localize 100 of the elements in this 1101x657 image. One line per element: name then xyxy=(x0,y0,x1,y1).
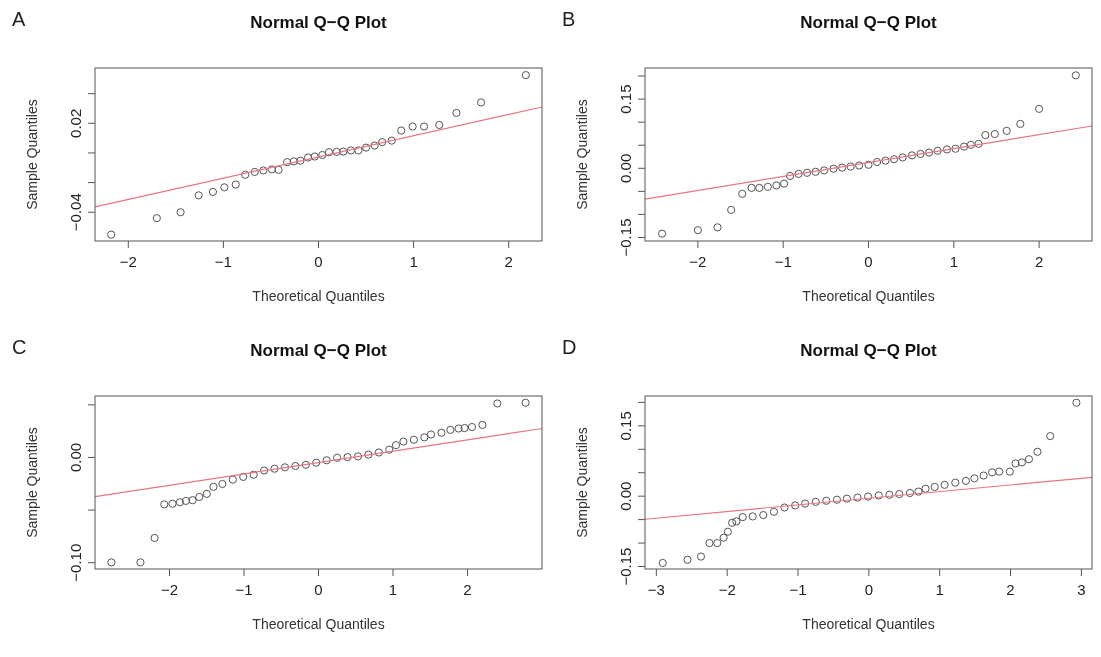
point xyxy=(696,552,706,561)
point xyxy=(1017,458,1026,467)
point xyxy=(874,491,883,500)
point xyxy=(136,558,145,567)
point xyxy=(905,488,915,498)
y-tick-label: 0.00 xyxy=(617,153,634,183)
point xyxy=(940,480,949,489)
point xyxy=(801,499,810,508)
point xyxy=(738,513,747,522)
x-tick-label: −1 xyxy=(214,253,232,270)
point xyxy=(460,424,469,433)
y-axis-title: Sample Quantiles xyxy=(24,427,40,538)
point xyxy=(811,497,820,506)
x-tick-label: 0 xyxy=(314,581,323,598)
point xyxy=(378,138,387,147)
point xyxy=(152,214,161,223)
x-tick-label: −3 xyxy=(647,581,665,598)
point xyxy=(370,141,379,150)
x-axis-title: Theoretical Quantiles xyxy=(252,616,385,632)
x-tick-label: 1 xyxy=(949,253,958,270)
point xyxy=(385,445,394,454)
point xyxy=(683,555,692,564)
point xyxy=(107,230,116,239)
point xyxy=(719,533,728,542)
point xyxy=(181,496,190,506)
y-axis-title: Sample Quantiles xyxy=(574,427,590,538)
x-tick-label: 2 xyxy=(1034,253,1044,270)
point xyxy=(959,142,969,151)
text: D xyxy=(562,336,577,358)
point xyxy=(318,150,327,160)
point xyxy=(772,181,781,190)
point xyxy=(979,471,988,480)
point xyxy=(853,493,862,502)
point xyxy=(658,558,667,568)
point xyxy=(478,420,487,430)
point xyxy=(755,183,764,192)
point xyxy=(521,71,530,80)
point xyxy=(333,453,342,462)
point xyxy=(930,482,939,492)
point xyxy=(1071,71,1080,80)
point xyxy=(995,467,1004,476)
point xyxy=(312,458,321,467)
y-tick-label: −0.15 xyxy=(617,547,634,586)
point xyxy=(713,223,722,232)
x-tick-label: −1 xyxy=(789,581,807,598)
point xyxy=(1011,459,1020,468)
point xyxy=(310,152,319,161)
point xyxy=(267,165,276,174)
point xyxy=(885,490,894,499)
point xyxy=(283,158,292,167)
point xyxy=(289,157,298,166)
point xyxy=(280,463,290,472)
y-axis-title: Sample Quantiles xyxy=(574,99,590,210)
point xyxy=(1072,398,1081,407)
point xyxy=(291,461,300,471)
x-tick-label: 0 xyxy=(864,253,873,270)
x-tick-label: 2 xyxy=(1006,581,1015,598)
point xyxy=(175,498,185,507)
point xyxy=(374,448,383,457)
x-tick-label: 1 xyxy=(935,581,944,598)
point xyxy=(521,398,530,407)
point xyxy=(837,163,847,172)
point xyxy=(728,518,737,527)
point xyxy=(811,167,820,176)
point xyxy=(364,450,373,459)
point xyxy=(966,140,975,149)
point xyxy=(832,495,842,504)
y-tick-label: 0.02 xyxy=(67,108,84,138)
point xyxy=(387,136,396,145)
point xyxy=(209,482,218,491)
point xyxy=(301,460,310,469)
x-axis-title: Theoretical Quantiles xyxy=(802,616,935,632)
point xyxy=(822,496,831,505)
y-tick-label: 0.00 xyxy=(67,442,84,473)
point xyxy=(895,489,904,499)
point xyxy=(324,148,334,157)
point xyxy=(1046,432,1055,441)
point xyxy=(791,501,800,510)
point xyxy=(864,160,873,169)
x-axis-title: Theoretical Quantiles xyxy=(802,288,935,304)
point xyxy=(194,191,203,200)
point xyxy=(738,189,747,198)
point xyxy=(332,147,341,157)
point xyxy=(842,494,851,503)
point xyxy=(354,146,363,155)
point xyxy=(176,208,185,217)
x-tick-label: −2 xyxy=(160,581,179,598)
point xyxy=(780,503,789,512)
point xyxy=(981,130,990,140)
point xyxy=(150,533,159,543)
point xyxy=(924,148,934,157)
point xyxy=(259,166,268,175)
point xyxy=(747,183,756,192)
point xyxy=(713,538,722,548)
point xyxy=(846,162,855,171)
point xyxy=(785,171,795,181)
y-tick-label: −0.04 xyxy=(67,193,84,232)
point xyxy=(409,435,418,444)
point xyxy=(872,157,882,167)
point xyxy=(249,470,258,479)
